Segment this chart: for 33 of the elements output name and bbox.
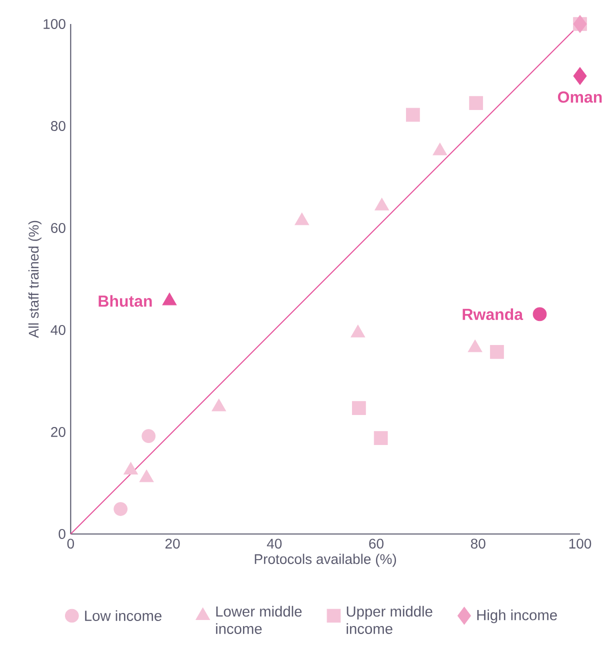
legend-label: Low income (84, 610, 162, 622)
y-tick-label: 80 (50, 121, 66, 131)
point (469, 96, 483, 110)
annotation: Oman (558, 91, 602, 103)
y-tick-label: 20 (50, 427, 66, 437)
y-tick-label: 100 (44, 19, 66, 29)
legend-label: High income (477, 610, 557, 624)
y-tick-label: 40 (50, 325, 66, 335)
y-tick-label: 60 (50, 223, 66, 233)
point (468, 340, 482, 352)
y-tick-label: 0 (58, 529, 66, 539)
point (374, 198, 389, 210)
legend-label: Lower middle income (216, 606, 302, 634)
x-tick-label: 80 (470, 538, 486, 549)
point (406, 108, 420, 122)
annotation: Bhutan (98, 295, 152, 307)
x-tick-label: 60 (369, 538, 384, 549)
annotation: Rwanda (462, 308, 523, 320)
point (532, 307, 547, 322)
x-tick-label: 0 (67, 538, 74, 549)
x-tick-label: 100 (569, 538, 591, 549)
y-axis-title: All staff trained (%) (28, 220, 42, 338)
x-tick-label: 20 (165, 538, 180, 549)
point (139, 470, 154, 482)
x-tick-label: 40 (266, 538, 282, 549)
point (123, 462, 138, 475)
point (212, 398, 226, 412)
point (294, 212, 309, 226)
point (490, 344, 504, 359)
legend-label: Upper middle income (346, 606, 432, 634)
x-axis-title: Protocols available (%) (254, 554, 396, 567)
point (432, 142, 447, 156)
point (350, 324, 365, 338)
